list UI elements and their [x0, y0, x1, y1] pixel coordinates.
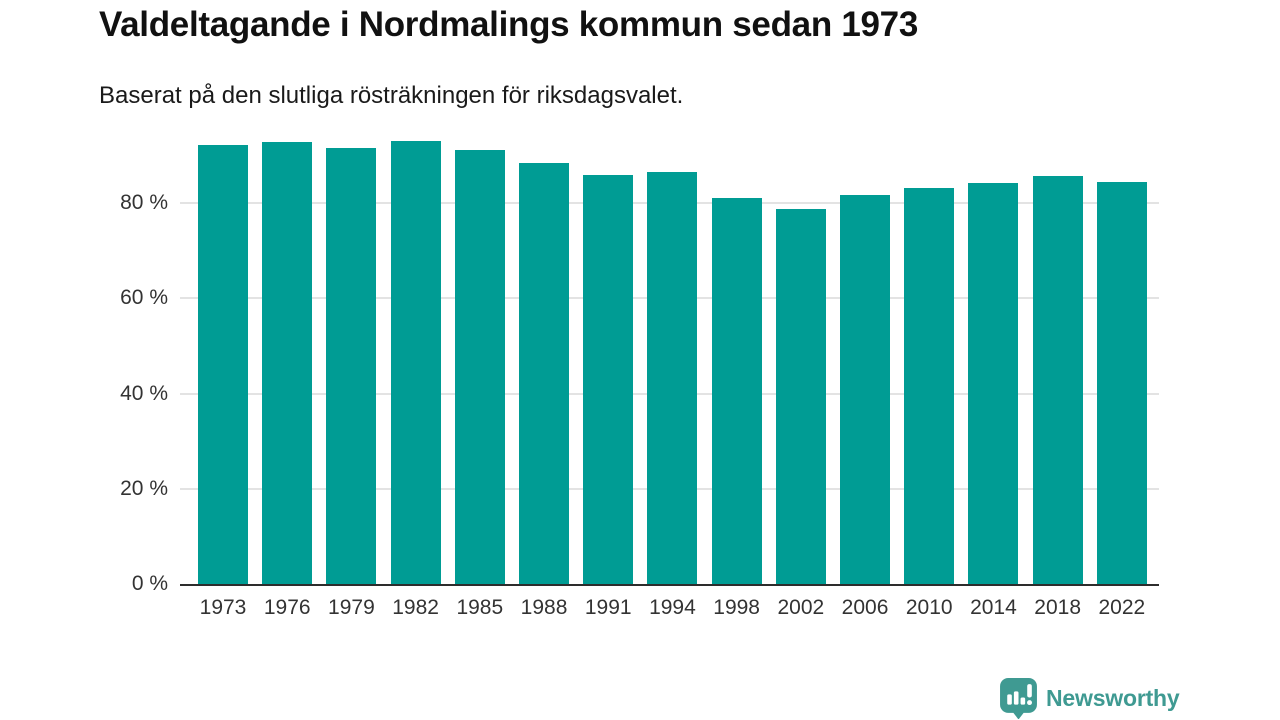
x-axis-label-1994: 1994 — [649, 596, 696, 619]
y-axis-label-60: 60 % — [120, 286, 168, 310]
y-axis-label-40: 40 % — [120, 381, 168, 405]
page-title: Valdeltagande i Nordmalings kommun sedan… — [99, 5, 918, 44]
x-axis-line — [180, 584, 1159, 586]
bar-column-2014: 2014 — [968, 108, 1019, 619]
bar-1976 — [262, 142, 313, 584]
y-axis-label-80: 80 % — [120, 191, 168, 215]
bar-column-1982: 1982 — [390, 108, 441, 619]
x-axis-label-2018: 2018 — [1034, 596, 1081, 619]
bar-1991 — [583, 174, 634, 584]
bar-column-1979: 1979 — [326, 108, 377, 619]
x-axis-label-2014: 2014 — [970, 596, 1017, 619]
bar-2014 — [968, 183, 1019, 584]
y-axis-label-20: 20 % — [120, 476, 168, 500]
bar-1973 — [198, 145, 248, 584]
y-axis-label-0: 0 % — [131, 572, 168, 595]
bar-column-1991: 1991 — [583, 108, 634, 619]
bar-2002 — [775, 209, 826, 584]
bar-column-2006: 2006 — [840, 108, 891, 619]
bar-column-1998: 1998 — [711, 108, 762, 619]
x-axis-label-1988: 1988 — [520, 596, 568, 619]
bar-column-1988: 1988 — [519, 108, 570, 619]
bar-column-2010: 2010 — [904, 108, 955, 619]
x-axis-label-1976: 1976 — [263, 596, 311, 619]
bar-series: 1973 1976 1979 1982 1985 1988 1991 1994 1998 2002… — [198, 108, 1147, 619]
newsworthy-logo-icon — [1000, 678, 1037, 719]
x-axis-label-1979: 1979 — [328, 596, 375, 619]
bar-1994 — [647, 171, 698, 584]
newsworthy-logo: Newsworthy — [1000, 678, 1180, 719]
x-axis-label-1991: 1991 — [584, 596, 632, 619]
plot-area: 1973 1976 1979 1982 1985 1988 1991 1994 1998 2002… — [180, 108, 1159, 619]
newsworthy-logo-text: Newsworthy — [1046, 685, 1180, 711]
bar-1979 — [326, 147, 377, 584]
page-subtitle: Baserat på den slutliga rösträkningen fö… — [99, 82, 684, 109]
bar-2022 — [1096, 182, 1147, 584]
bar-1998 — [711, 197, 762, 584]
x-axis-label-2002: 2002 — [777, 596, 825, 619]
bar-column-1985: 1985 — [454, 108, 505, 619]
bar-1982 — [390, 140, 441, 584]
x-axis-label-2006: 2006 — [841, 596, 889, 619]
bar-column-2018: 2018 — [1032, 108, 1083, 619]
bar-column-1973: 1973 — [198, 108, 248, 619]
x-axis-label-1998: 1998 — [713, 596, 760, 619]
bar-2006 — [840, 195, 891, 584]
bar-2018 — [1032, 175, 1083, 584]
bar-column-1994: 1994 — [647, 108, 698, 619]
x-axis-label-2022: 2022 — [1098, 596, 1146, 619]
x-axis-label-1982: 1982 — [392, 596, 439, 619]
bar-1988 — [519, 163, 570, 584]
bar-column-1976: 1976 — [262, 108, 313, 619]
x-axis-label-2010: 2010 — [905, 596, 953, 619]
x-axis-label-1973: 1973 — [199, 596, 247, 619]
x-axis-label-1985: 1985 — [456, 596, 504, 619]
bar-column-2002: 2002 — [775, 108, 826, 619]
bar-column-2022: 2022 — [1096, 108, 1147, 619]
bar-2010 — [904, 187, 955, 584]
bar-1985 — [454, 150, 505, 584]
